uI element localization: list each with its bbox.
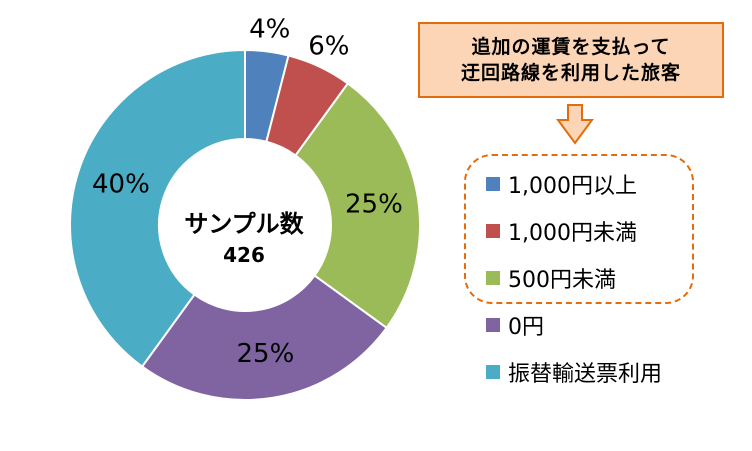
legend-label: 0円 [508,315,544,340]
value-label-3: 25% [237,339,295,369]
donut-slice-3 [140,274,388,401]
legend-label: 1,000円未満 [508,221,637,246]
donut-slice-4 [69,48,246,368]
value-labels: 4% 6% 25% 25% 40% [92,15,403,369]
callout-line-1: 追加の運賃を支払って [471,36,671,58]
callout-line-2: 迂回路線を利用した旅客 [460,62,681,84]
legend-item-1: 1,000円未満 [486,215,637,247]
legend-swatch [486,271,500,285]
legend-item-0: 1,000円以上 [486,168,637,200]
value-label-0: 4% [249,15,290,45]
legend-label: 1,000円以上 [508,174,637,199]
legend-label: 振替輸送票利用 [508,362,663,387]
legend-swatch [486,365,500,379]
legend-swatch [486,224,500,238]
center-title: サンプル数 [184,210,304,238]
value-label-1: 6% [308,32,349,62]
legend-swatch [486,318,500,332]
callout-box: 追加の運賃を支払って 迂回路線を利用した旅客 [418,22,724,98]
donut-slice-2 [294,82,421,330]
legend-item-4: 振替輸送票利用 [486,356,662,388]
center-value: 426 [223,243,265,267]
legend-item-3: 0円 [486,309,544,341]
legend-swatch [486,177,500,191]
down-arrow-icon [556,104,594,145]
legend-label: 500円未満 [508,268,616,293]
donut-slices [69,48,421,401]
value-label-4: 40% [92,170,150,200]
value-label-2: 25% [345,190,403,220]
legend-item-2: 500円未満 [486,262,616,294]
highlight-dashed-box [464,154,694,304]
